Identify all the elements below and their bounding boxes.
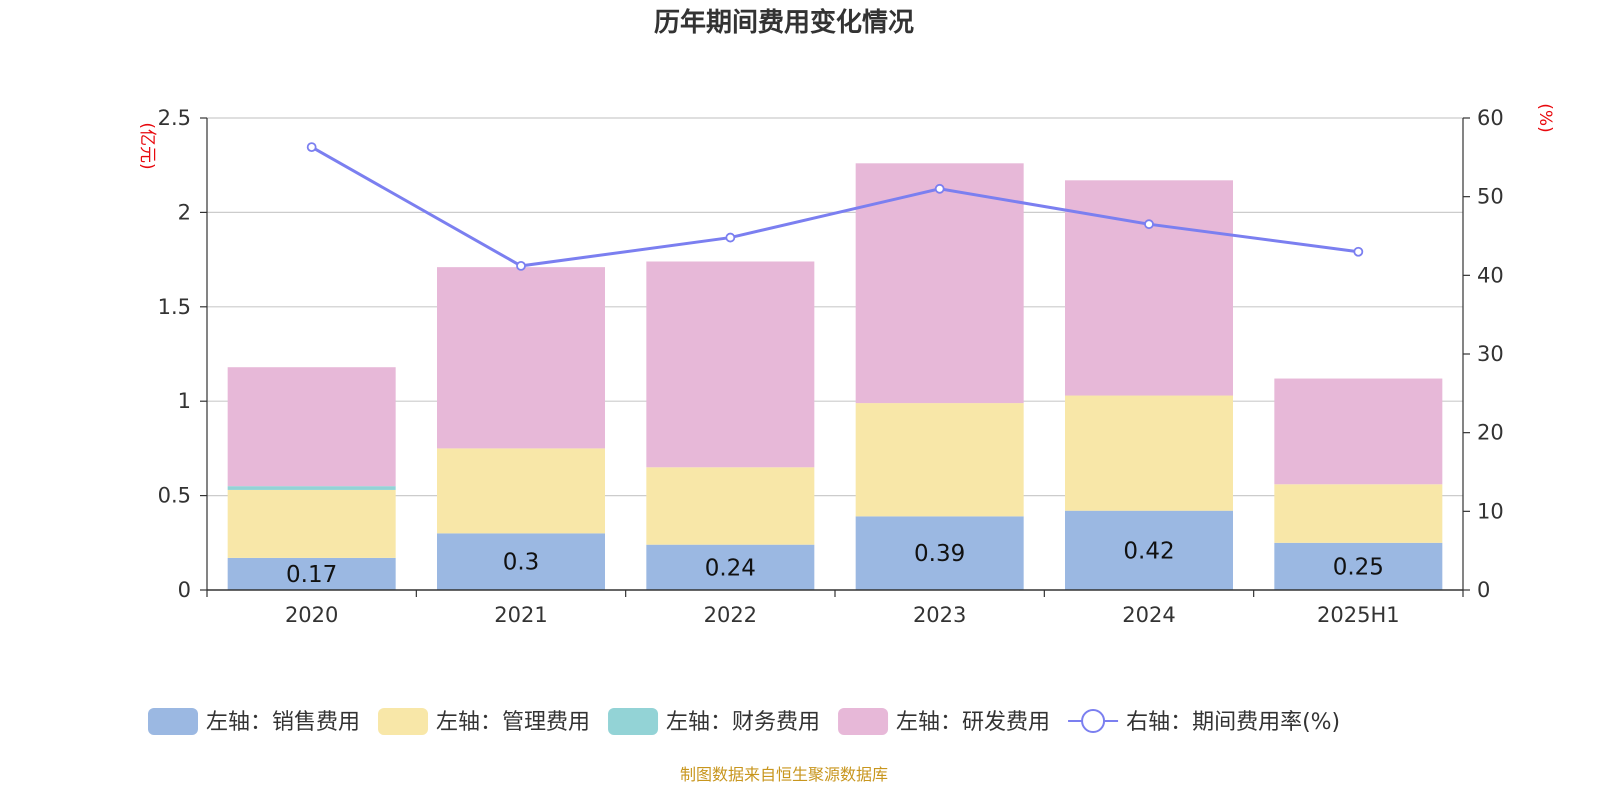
right-axis-tick-label: 10 (1477, 499, 1504, 523)
right-axis-tick-label: 40 (1477, 263, 1504, 287)
bar-data-label: 0.17 (286, 562, 337, 588)
bar-segment (227, 557, 396, 590)
chart-title: 历年期间费用变化情况 (654, 7, 914, 38)
bar-segment (646, 261, 815, 468)
x-axis-tick-label: 2024 (1122, 603, 1175, 627)
right-axis-tick-label: 0 (1477, 578, 1490, 602)
legend-swatch (378, 708, 429, 735)
rate-point (725, 232, 736, 243)
x-axis-tick-label: 2025H1 (1317, 603, 1400, 627)
legend-label: 左轴：销售费用 (206, 710, 360, 735)
rate-point (306, 142, 317, 153)
legend-label: 左轴：管理费用 (436, 710, 590, 735)
bar-data-label: 0.3 (503, 550, 540, 576)
bar-segment (227, 489, 396, 558)
right-axis-tick-label: 50 (1477, 185, 1504, 209)
left-axis-tick-label: 0.5 (158, 484, 191, 508)
bar-segment (646, 467, 815, 545)
x-axis-tick-label: 2021 (494, 603, 547, 627)
right-axis-tick-label: 20 (1477, 421, 1504, 445)
left-axis-tick-label: 2.5 (158, 106, 191, 130)
bar-data-label: 0.39 (914, 541, 965, 567)
legend: 左轴：销售费用 左轴：管理费用 左轴：财务费用 左轴：研发费用 右轴：期间费用率(%) (148, 708, 1340, 735)
rate-line-series (306, 142, 1364, 271)
legend-label: 左轴：财务费用 (666, 710, 820, 735)
bar-data-label: 0.25 (1333, 554, 1384, 580)
bar-segment (227, 367, 396, 487)
legend-marker (1081, 709, 1106, 733)
bar-data-labels: 0.17 0.3 0.24 0.39 0.42 0.25 (286, 538, 1384, 588)
bar-segment (855, 516, 1024, 590)
bar-segment (1274, 378, 1443, 485)
bar-series (227, 163, 1443, 590)
bar-segment (1065, 180, 1233, 396)
rate-point (1144, 219, 1154, 230)
left-axis-tick-label: 1.5 (158, 295, 191, 319)
grid-lines (207, 117, 1463, 497)
bar-segment (1274, 484, 1443, 543)
legend-label: 右轴：期间费用率(%) (1126, 710, 1340, 735)
x-axis-tick-label: 2020 (285, 603, 338, 627)
bar-segment (437, 267, 605, 449)
bar-segment (1274, 542, 1443, 590)
axes: 0 0.5 1 1.5 2 2.5 0 10 20 30 40 50 60 2020 2021 2022 202… (158, 106, 1504, 627)
x-axis-tick-label: 2023 (913, 603, 966, 627)
right-axis-tick-label: 60 (1477, 106, 1504, 130)
legend-swatch (148, 708, 198, 735)
bar-segment (437, 448, 605, 534)
source-note: 制图数据来自恒生聚源数据库 (680, 765, 888, 784)
legend-swatch (838, 708, 889, 735)
legend-label: 左轴：研发费用 (896, 710, 1050, 735)
bar-segment (1065, 510, 1233, 590)
left-axis-tick-label: 0 (178, 578, 191, 602)
left-axis-unit: (亿元) (137, 122, 157, 169)
legend-swatch (608, 708, 659, 735)
rate-line (310, 145, 1359, 268)
right-axis-tick-label: 30 (1477, 342, 1504, 366)
left-axis-tick-label: 2 (178, 200, 191, 224)
left-axis-tick-label: 1 (178, 389, 191, 413)
rate-point (1353, 246, 1364, 257)
bar-segment (646, 544, 815, 590)
bar-segment (1065, 395, 1233, 511)
bar-segment (437, 533, 605, 590)
bar-data-label: 0.24 (705, 555, 756, 581)
right-axis-unit: (%) (1535, 103, 1555, 132)
bar-segment (855, 403, 1024, 517)
x-axis-tick-label: 2022 (704, 603, 757, 627)
rate-point (934, 183, 945, 194)
bar-segment (227, 486, 396, 490)
bar-data-label: 0.42 (1123, 538, 1174, 564)
rate-point (516, 260, 526, 271)
